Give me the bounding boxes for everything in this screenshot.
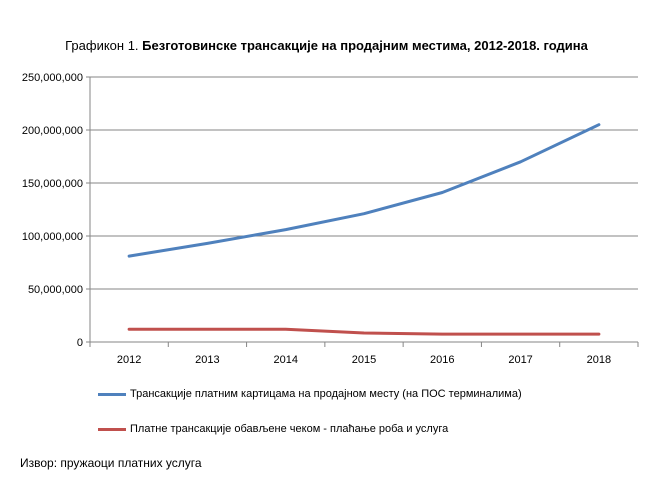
chart-title-prefix: Графикон 1. [65,38,143,53]
y-tick-label: 100,000,000 [22,231,83,243]
legend-label-card: Трансакције платним картицама на продајн… [130,388,522,400]
y-tick-label: 50,000,000 [28,284,83,296]
x-tick-label: 2013 [195,354,219,366]
x-tick-label: 2012 [117,354,141,366]
x-tick-label: 2018 [587,354,611,366]
y-tick-label: 0 [77,337,83,349]
legend-swatch-card [98,392,126,396]
source-note: Извор: пружаоци платних услуга [20,456,202,470]
y-tick-label: 150,000,000 [22,178,83,190]
chart-title: Графикон 1. Безготовинске трансакције на… [0,38,653,53]
legend-item-card: Трансакције платним картицама на продајн… [98,388,522,400]
series-line-card [127,123,601,258]
x-tick-label: 2015 [352,354,376,366]
legend-swatch-cheque [98,427,126,431]
x-tick-label: 2017 [508,354,532,366]
y-tick-label: 200,000,000 [22,125,83,137]
legend-label-cheque: Платне трансакције обављене чеком - плаћ… [130,423,449,435]
line-chart: 0 50,000,000 100,000,000 150,000,000 200,000… [22,72,639,366]
x-tick-label: 2014 [273,354,297,366]
series-line-cheque [127,327,601,336]
x-tick-label: 2016 [430,354,454,366]
chart-title-main: Безготовинске трансакције на продајним м… [142,38,588,53]
legend-item-cheque: Платне трансакције обављене чеком - плаћ… [98,423,448,435]
y-tick-label: 250,000,000 [22,72,83,84]
